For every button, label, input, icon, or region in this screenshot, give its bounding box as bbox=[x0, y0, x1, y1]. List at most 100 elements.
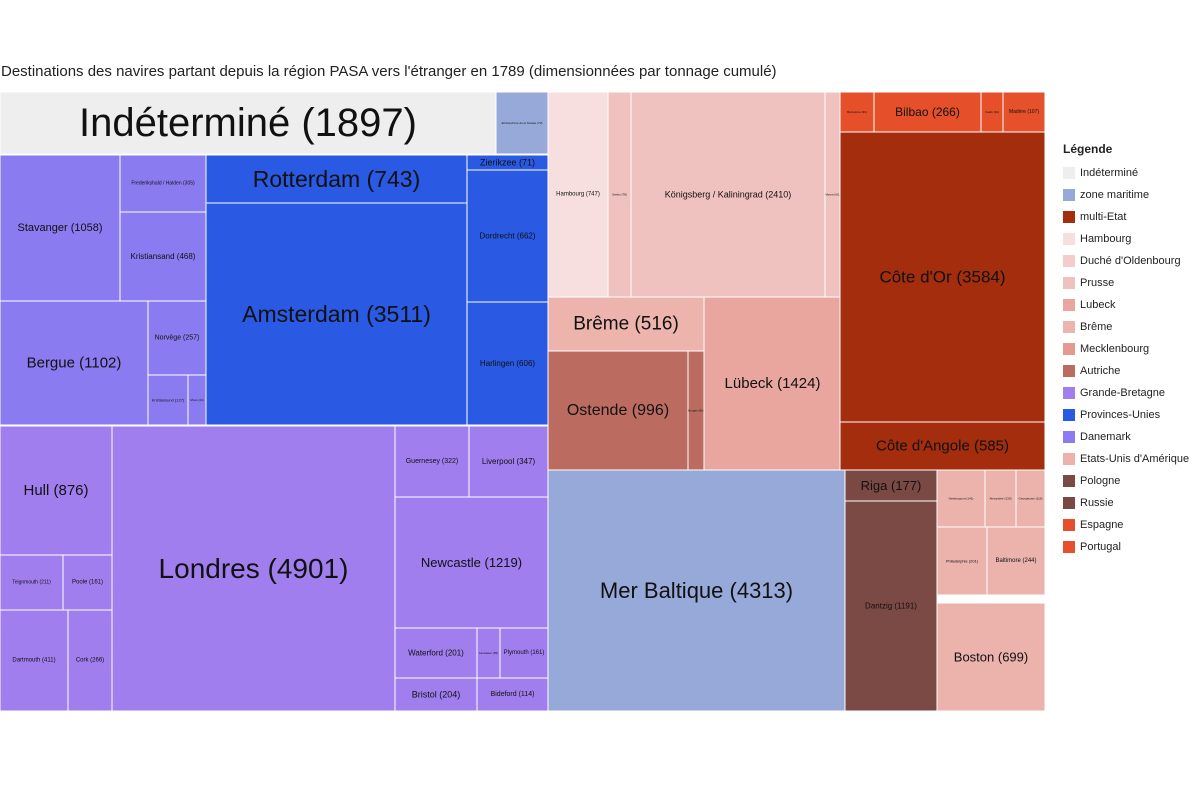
treemap-cell-lubeck-1424[interactable]: Lübeck (1424) bbox=[703, 296, 842, 471]
treemap-label: Guernesey (322) bbox=[406, 458, 459, 465]
treemap-rect bbox=[936, 602, 1046, 712]
treemap-cell-philadelphie-201[interactable]: Philadelphie (201) bbox=[936, 526, 988, 596]
treemap-cell-liverpool-347[interactable]: Liverpool (347) bbox=[468, 425, 549, 498]
legend-item-russie[interactable]: Russie bbox=[1063, 492, 1189, 514]
treemap-cell-harlingen-606[interactable]: Harlingen (606) bbox=[466, 301, 549, 426]
treemap-cell-lancaster-65[interactable]: Lancaster (65) bbox=[476, 627, 501, 679]
legend-item-indetermine[interactable]: Indéterminé bbox=[1063, 162, 1189, 184]
legend-item-pologne[interactable]: Pologne bbox=[1063, 470, 1189, 492]
treemap-rect bbox=[0, 554, 64, 611]
treemap-rect bbox=[839, 131, 1046, 423]
treemap-cell-newburyport-141[interactable]: Newburyport (141) bbox=[936, 469, 986, 528]
treemap-cell-teignmouth-211[interactable]: Teignmouth (211) bbox=[0, 554, 64, 611]
treemap-cell-boston-699[interactable]: Boston (699) bbox=[936, 602, 1046, 712]
treemap-label: Bilbao (266) bbox=[895, 105, 960, 119]
treemap-cell-stettin-78[interactable]: Stettin (78) bbox=[607, 91, 632, 298]
treemap-cell-poole-161[interactable]: Poole (161) bbox=[62, 554, 113, 611]
treemap-cell-hambourg-747[interactable]: Hambourg (747) bbox=[547, 91, 609, 298]
treemap-cell-frederikshald-halden-305[interactable]: Frederikshald / Halden (305) bbox=[119, 154, 207, 213]
treemap-cell-cote-d-or-3584[interactable]: Côte d'Or (3584) bbox=[839, 131, 1046, 423]
treemap-rect bbox=[468, 425, 549, 498]
legend-item-etats-unis-d-amerique[interactable]: Etats-Unis d'Amérique bbox=[1063, 448, 1189, 470]
treemap-cell-guernesey-322[interactable]: Guernesey (322) bbox=[394, 425, 470, 498]
treemap-cell-indetermine-1897[interactable]: Indéterminé (1897) bbox=[0, 91, 497, 155]
legend-item-provinces-unies[interactable]: Provinces-Unies bbox=[1063, 404, 1189, 426]
treemap-rect bbox=[0, 300, 149, 426]
treemap-cell-cote-d-angole-585[interactable]: Côte d'Angole (585) bbox=[839, 421, 1046, 471]
treemap-cell-riga-177[interactable]: Riga (177) bbox=[844, 469, 938, 502]
legend-label: Portugal bbox=[1080, 541, 1121, 553]
treemap-cell-moss-44[interactable]: Moss (44) bbox=[187, 374, 207, 426]
legend: Légende Indéterminé zone maritime multi-Et… bbox=[1063, 142, 1189, 558]
treemap-cell-barcelone-90[interactable]: Barcelone (90) bbox=[839, 91, 875, 133]
treemap-rect bbox=[986, 526, 1046, 596]
legend-item-espagne[interactable]: Espagne bbox=[1063, 514, 1189, 536]
treemap-cell-plymouth-161[interactable]: Plymouth (161) bbox=[499, 627, 549, 679]
treemap-cell-hull-876[interactable]: Hull (876) bbox=[0, 425, 113, 556]
treemap-cell-newcastle-1219[interactable]: Newcastle (1219) bbox=[394, 496, 549, 629]
treemap-cell-amsterdam-3511[interactable]: Amsterdam (3511) bbox=[205, 202, 468, 426]
treemap-cell-dartmouth-411[interactable]: Dartmouth (411) bbox=[0, 609, 69, 712]
legend-label: Russie bbox=[1080, 497, 1114, 509]
treemap-label: Newcastle (1219) bbox=[421, 555, 522, 570]
treemap-cell-rotterdam-743[interactable]: Rotterdam (743) bbox=[205, 154, 468, 204]
treemap-cell-waterford-201[interactable]: Waterford (201) bbox=[394, 627, 478, 679]
legend-item-portugal[interactable]: Portugal bbox=[1063, 536, 1189, 558]
treemap-cell-konigsberg-kaliningrad-2410[interactable]: Königsberg / Kaliningrad (2410) bbox=[630, 91, 826, 298]
treemap-cell-dantzig-1191[interactable]: Dantzig (1191) bbox=[844, 500, 938, 712]
treemap-cell-dordrecht-662[interactable]: Dordrecht (662) bbox=[466, 169, 549, 303]
treemap-cell-cadix-40[interactable]: Cadix (40) bbox=[980, 91, 1004, 133]
legend-item-multi-etat[interactable]: multi-Etat bbox=[1063, 206, 1189, 228]
treemap-cell-ostende-996[interactable]: Ostende (996) bbox=[547, 350, 689, 471]
treemap-cell-memel-61[interactable]: Memel (61) bbox=[824, 91, 842, 298]
treemap-cell-madere-107[interactable]: Madère (107) bbox=[1002, 91, 1046, 133]
treemap-cell-alexandrie-130[interactable]: Alexandrie (130) bbox=[984, 469, 1017, 528]
legend-swatch bbox=[1063, 189, 1075, 201]
treemap-label: Newburyport (141) bbox=[949, 497, 974, 501]
legend-item-breme[interactable]: Brême bbox=[1063, 316, 1189, 338]
treemap-label: Londres (4901) bbox=[159, 553, 349, 584]
legend-item-lubeck[interactable]: Lubeck bbox=[1063, 294, 1189, 316]
treemap-cell-cork-266[interactable]: Cork (266) bbox=[67, 609, 113, 712]
legend-label: Autriche bbox=[1080, 365, 1121, 377]
treemap-cell-zierikzee-71[interactable]: Zierikzee (71) bbox=[466, 154, 549, 171]
legend-label: Espagne bbox=[1080, 519, 1124, 531]
treemap-cell-baltimore-244[interactable]: Baltimore (244) bbox=[986, 526, 1046, 596]
treemap-cell-bilbao-266[interactable]: Bilbao (266) bbox=[873, 91, 982, 133]
legend-item-zone-maritime[interactable]: zone maritime bbox=[1063, 184, 1189, 206]
treemap-rect bbox=[839, 91, 875, 133]
legend-swatch bbox=[1063, 519, 1075, 531]
treemap-cell-mer-baltique-4313[interactable]: Mer Baltique (4313) bbox=[547, 469, 846, 712]
legend-label: Mecklenbourg bbox=[1080, 343, 1150, 355]
treemap-cell-bergue-1102[interactable]: Bergue (1102) bbox=[0, 300, 149, 426]
legend-item-duche-d-oldenbourg[interactable]: Duché d'Oldenbourg bbox=[1063, 250, 1189, 272]
treemap-cell-kristiansund-127[interactable]: Kristiansund (127) bbox=[147, 374, 189, 426]
legend-item-mecklenbourg[interactable]: Mecklenbourg bbox=[1063, 338, 1189, 360]
treemap-cell-norvege-257[interactable]: Norvège (257) bbox=[147, 300, 207, 376]
treemap-label: Alexandrie (130) bbox=[989, 497, 1011, 501]
treemap-rect bbox=[394, 425, 470, 498]
legend-item-hambourg[interactable]: Hambourg bbox=[1063, 228, 1189, 250]
treemap-cell-kristiansand-468[interactable]: Kristiansand (468) bbox=[119, 211, 207, 302]
treemap-rect bbox=[147, 300, 207, 376]
legend-item-prusse[interactable]: Prusse bbox=[1063, 272, 1189, 294]
legend-swatch bbox=[1063, 321, 1075, 333]
treemap-cell-bristol-204[interactable]: Bristol (204) bbox=[394, 677, 478, 712]
treemap-cell-breme-516[interactable]: Brême (516) bbox=[547, 296, 705, 352]
treemap-cell-stavanger-1058[interactable]: Stavanger (1058) bbox=[0, 154, 121, 302]
legend-swatch bbox=[1063, 233, 1075, 245]
treemap-label: Philadelphie (201) bbox=[946, 559, 979, 564]
legend-item-grande-bretagne[interactable]: Grande-Bretagne bbox=[1063, 382, 1189, 404]
treemap-rect bbox=[936, 469, 986, 528]
treemap-cell-londres-4901[interactable]: Londres (4901) bbox=[111, 425, 396, 712]
treemap-label: Dantzig (1191) bbox=[865, 602, 917, 611]
treemap-cell-bideford-114[interactable]: Bideford (114) bbox=[476, 677, 549, 712]
treemap-label: Stettin (78) bbox=[612, 193, 627, 197]
legend-item-danemark[interactable]: Danemark bbox=[1063, 426, 1189, 448]
treemap-cell-embouchure-de-la-tamise-70[interactable]: Embouchure de la Tamise (70) bbox=[495, 91, 549, 155]
legend-item-autriche[interactable]: Autriche bbox=[1063, 360, 1189, 382]
treemap-rect bbox=[495, 91, 549, 155]
treemap-cell-bruges-56[interactable]: Bruges (56) bbox=[687, 350, 705, 471]
treemap-cell-georgetown-119[interactable]: Georgetown (119) bbox=[1015, 469, 1046, 528]
